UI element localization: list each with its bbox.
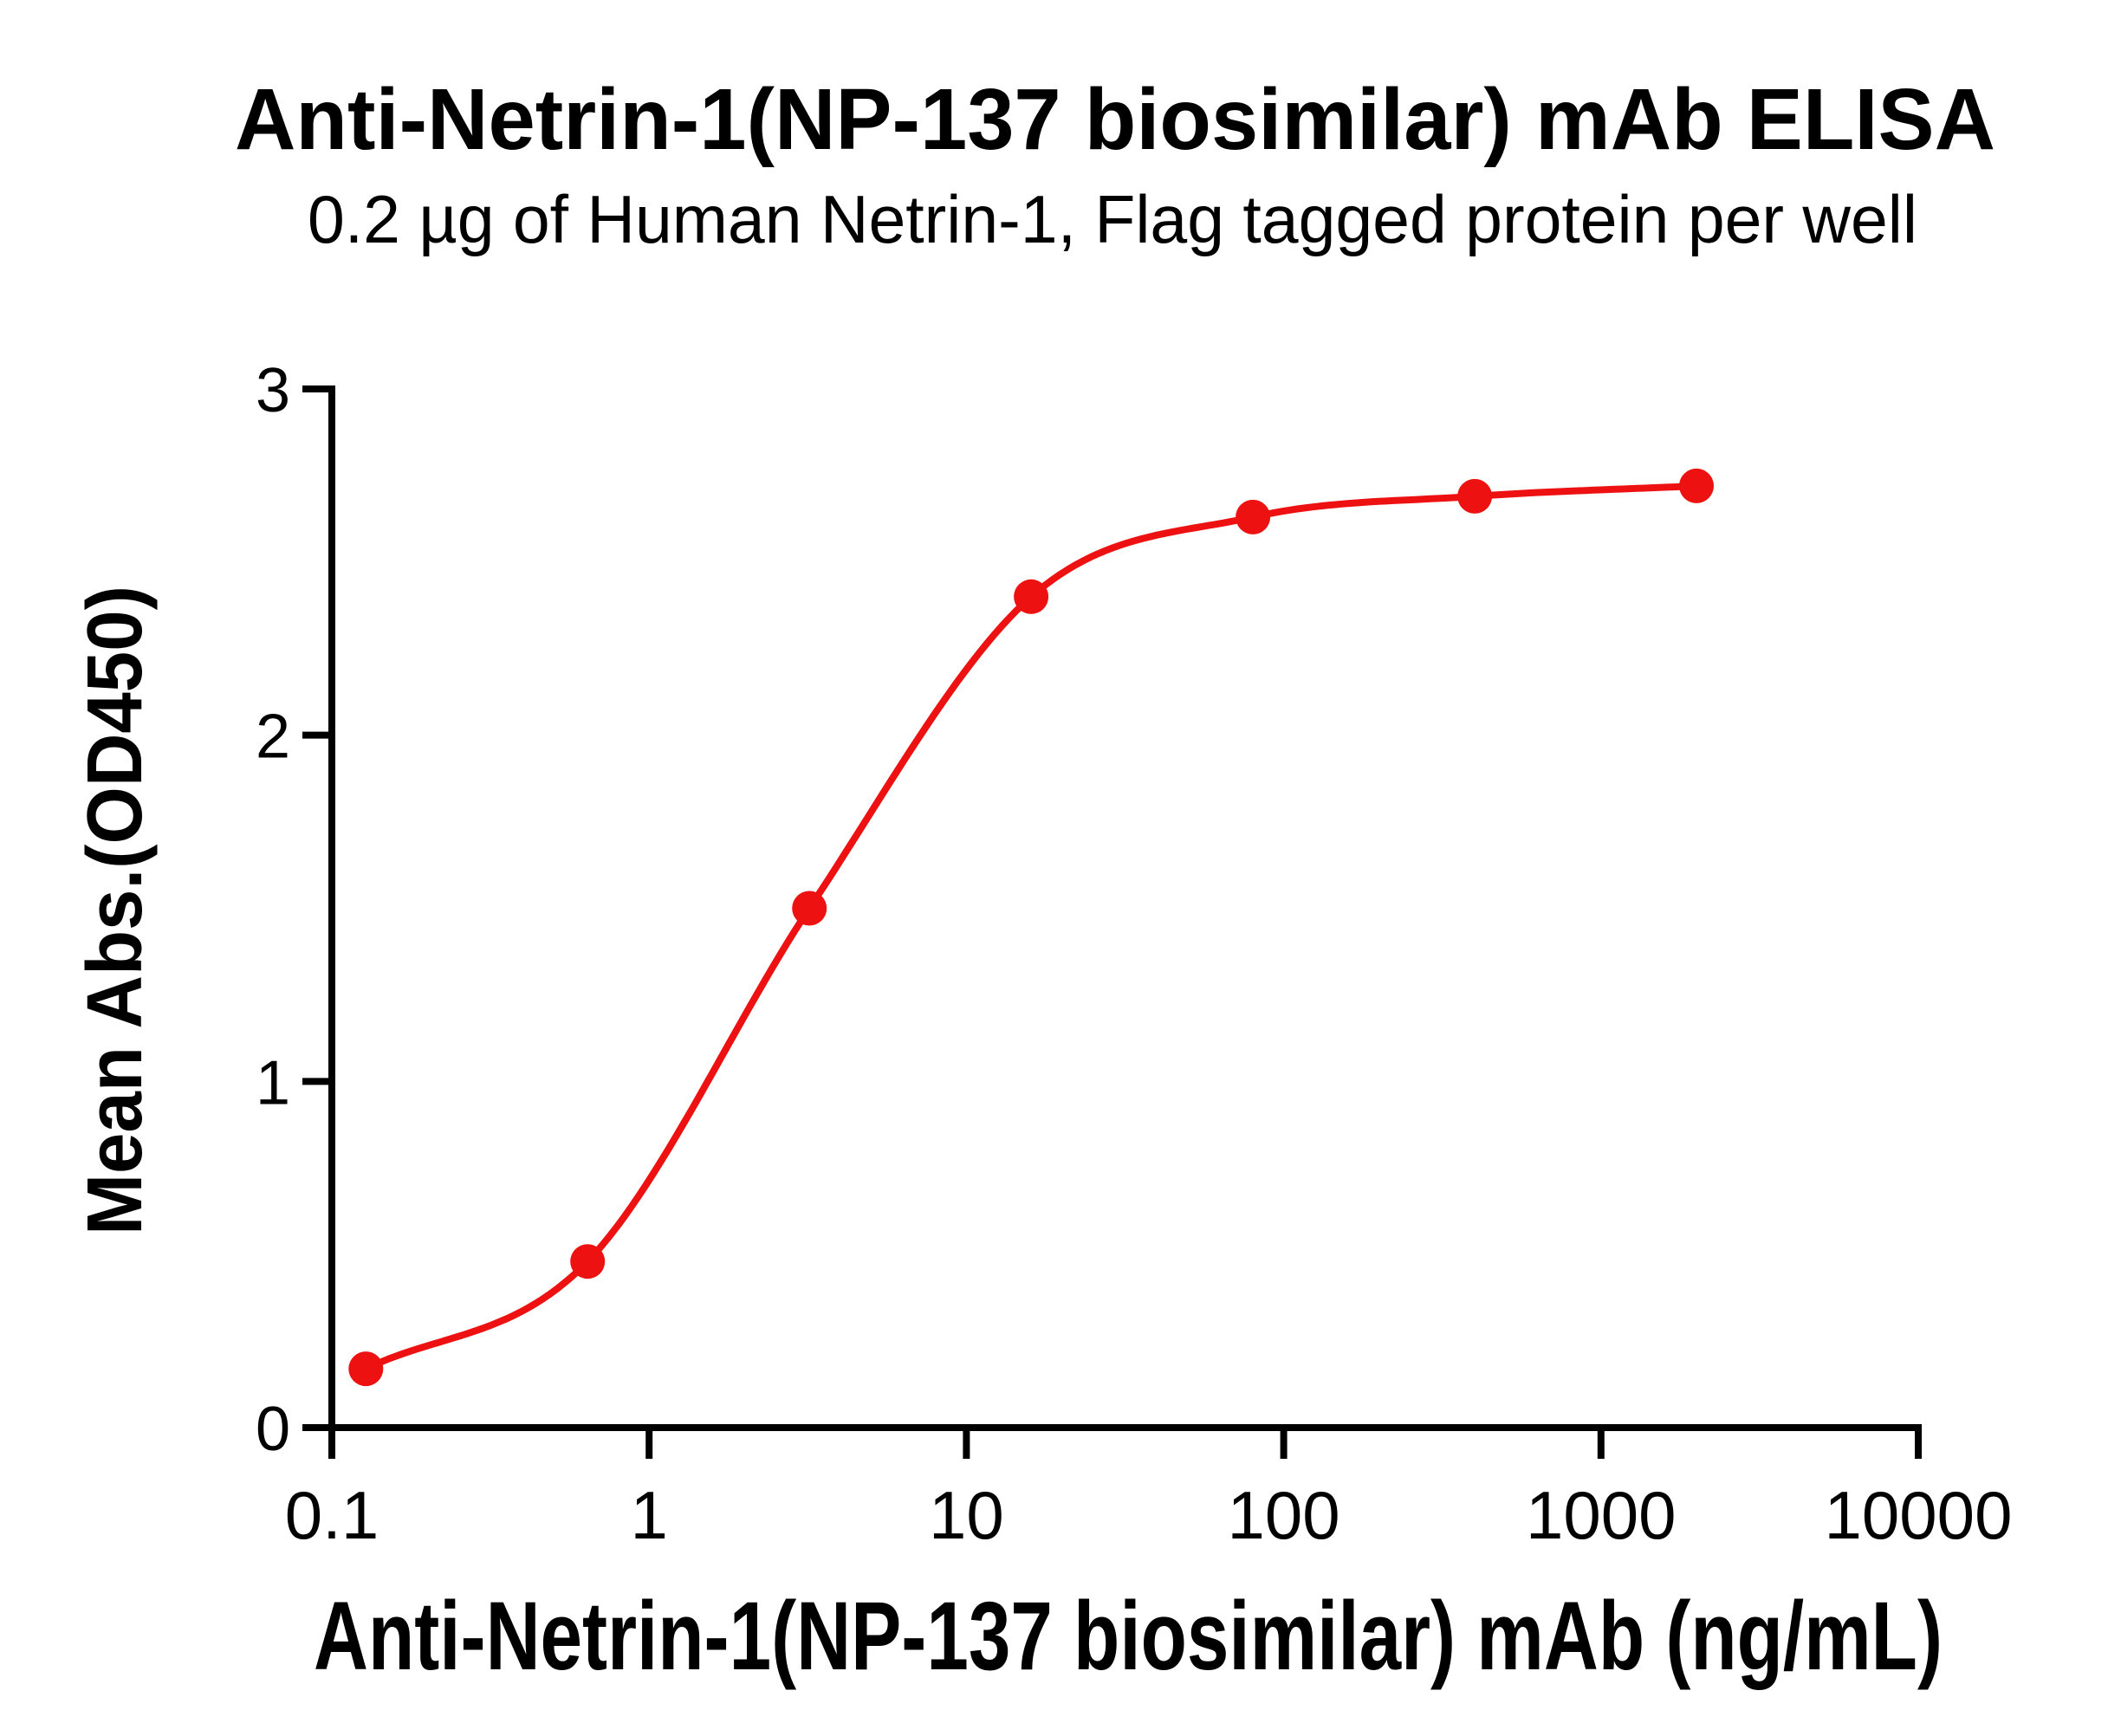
x-tick-label: 100 <box>1228 1477 1340 1553</box>
x-tick-label: 1000 <box>1526 1477 1677 1553</box>
x-tick-label: 0.1 <box>285 1477 379 1553</box>
data-point <box>570 1244 606 1279</box>
y-tick-label: 1 <box>256 1048 290 1117</box>
data-point <box>1457 478 1493 514</box>
y-tick-label: 2 <box>256 703 290 772</box>
chart-subtitle: 0.2 µg of Human Netrin-1, Flag tagged pr… <box>308 181 1917 257</box>
y-axis-title: Mean Abs.(OD450) <box>72 586 159 1235</box>
data-point <box>1236 499 1271 534</box>
fit-curve <box>362 482 1700 1373</box>
data-point <box>1679 468 1714 503</box>
y-tick-label: 0 <box>256 1395 290 1464</box>
data-point <box>1014 579 1049 614</box>
plot-area: 0 1 2 3 0.1 1 10 100 1000 10000 <box>256 356 2013 1553</box>
x-tick-label: 10 <box>929 1477 1004 1553</box>
x-tick-label: 1 <box>631 1477 668 1553</box>
x-tick-label: 10000 <box>1825 1477 2013 1553</box>
x-axis-title: Anti-Netrin-1(NP-137 biosimilar) mAb (ng… <box>314 1582 1943 1690</box>
data-point <box>792 891 827 926</box>
data-point <box>348 1351 384 1387</box>
y-tick-label: 3 <box>256 356 290 425</box>
chart-title: Anti-Netrin-1(NP-137 biosimilar) mAb ELI… <box>235 71 1995 168</box>
